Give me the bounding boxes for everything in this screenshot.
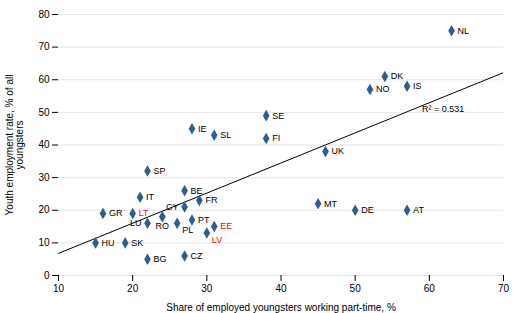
svg-text:60: 60 xyxy=(38,74,50,85)
svg-text:CY: CY xyxy=(166,202,179,212)
svg-text:0: 0 xyxy=(44,270,50,281)
svg-text:80: 80 xyxy=(38,9,50,20)
svg-text:IT: IT xyxy=(146,192,155,202)
svg-text:20: 20 xyxy=(38,204,50,215)
svg-text:BE: BE xyxy=(191,186,203,196)
svg-text:Share of employed youngsters w: Share of employed youngsters working par… xyxy=(166,302,396,313)
svg-text:MT: MT xyxy=(324,199,337,209)
svg-text:50: 50 xyxy=(350,283,362,294)
svg-text:DK: DK xyxy=(391,71,404,81)
svg-text:LT: LT xyxy=(139,208,149,218)
svg-text:SK: SK xyxy=(131,238,143,248)
svg-text:NL: NL xyxy=(458,26,470,36)
svg-text:70: 70 xyxy=(498,283,510,294)
svg-text:40: 40 xyxy=(275,283,287,294)
svg-text:HU: HU xyxy=(102,238,115,248)
svg-text:SL: SL xyxy=(220,130,231,140)
svg-text:EE: EE xyxy=(220,221,232,231)
svg-text:10: 10 xyxy=(53,283,65,294)
svg-text:Youth employment rate, % of al: Youth employment rate, % of allyoungster… xyxy=(4,75,25,216)
svg-text:50: 50 xyxy=(38,107,50,118)
svg-text:FI: FI xyxy=(272,133,280,143)
svg-text:UK: UK xyxy=(332,146,345,156)
svg-text:NO: NO xyxy=(376,84,390,94)
svg-text:PL: PL xyxy=(182,225,193,235)
svg-text:20: 20 xyxy=(127,283,139,294)
svg-text:60: 60 xyxy=(424,283,436,294)
svg-text:FR: FR xyxy=(205,195,217,205)
svg-text:IS: IS xyxy=(413,81,422,91)
svg-text:BG: BG xyxy=(154,254,167,264)
svg-text:SP: SP xyxy=(154,166,166,176)
svg-text:LU: LU xyxy=(130,218,142,228)
svg-text:IE: IE xyxy=(198,124,207,134)
svg-text:PT: PT xyxy=(198,215,210,225)
svg-text:40: 40 xyxy=(38,139,50,150)
svg-text:DE: DE xyxy=(361,205,374,215)
svg-text:30: 30 xyxy=(38,172,50,183)
svg-text:70: 70 xyxy=(38,41,50,52)
svg-text:SE: SE xyxy=(272,111,284,121)
svg-text:CZ: CZ xyxy=(191,251,203,261)
svg-text:LV: LV xyxy=(212,235,222,245)
svg-text:RO: RO xyxy=(156,221,170,231)
svg-text:GR: GR xyxy=(109,208,123,218)
svg-text:AT: AT xyxy=(413,205,424,215)
svg-text:30: 30 xyxy=(201,283,213,294)
svg-text:10: 10 xyxy=(38,237,50,248)
svg-text:R² = 0.531: R² = 0.531 xyxy=(422,104,464,114)
